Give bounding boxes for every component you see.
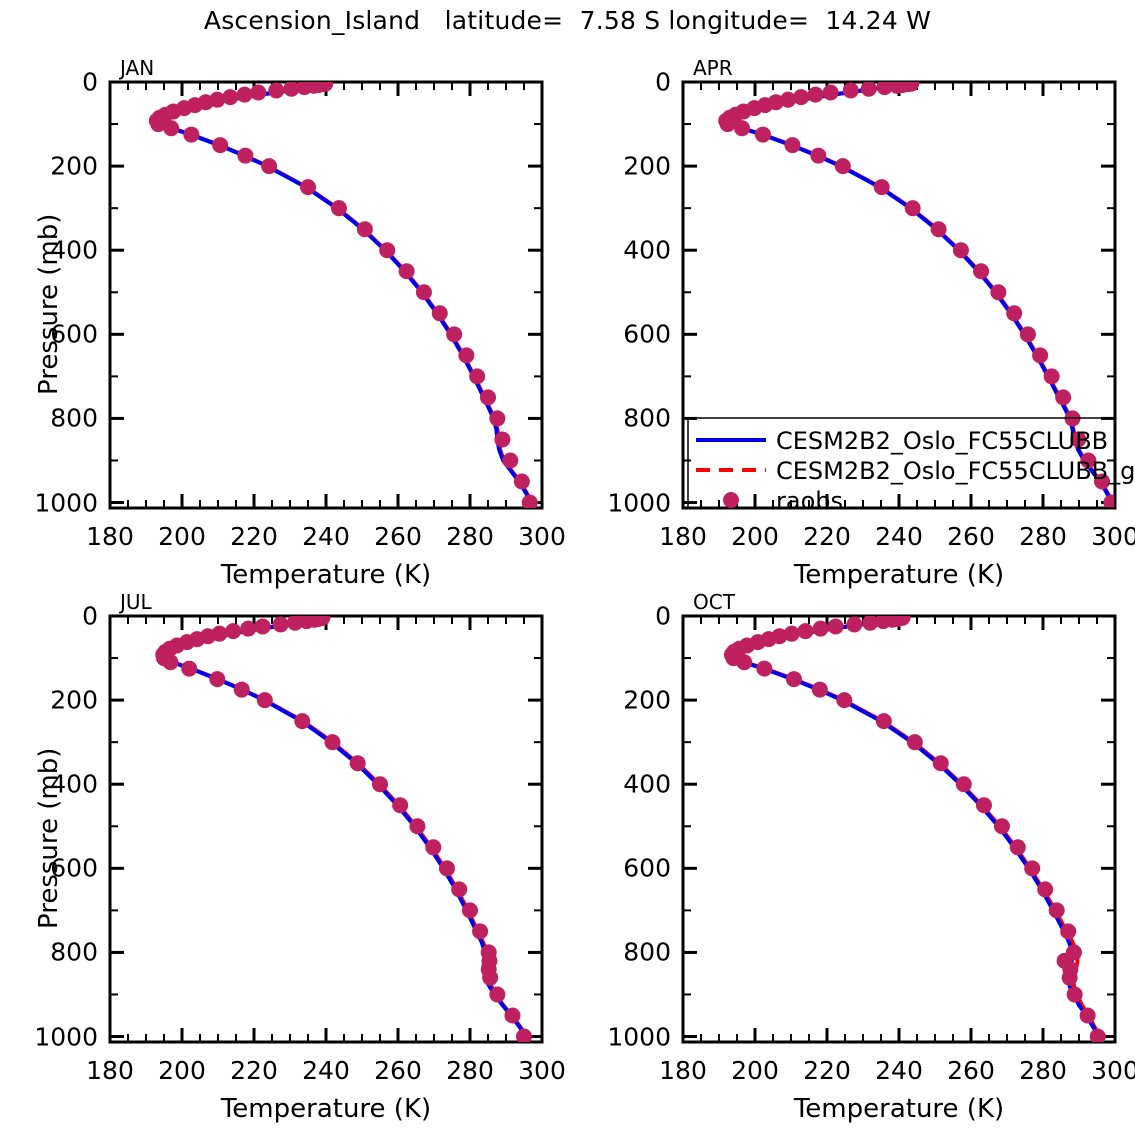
y-tick-label: 1000 <box>34 488 98 518</box>
y-tick-label: 0 <box>655 601 671 631</box>
x-tick-label: 280 <box>446 1056 494 1085</box>
x-tick-label: 280 <box>446 522 494 551</box>
y-tick-label: 1000 <box>34 1022 98 1052</box>
x-tick-label: 220 <box>230 1056 278 1085</box>
x-tick-label: 180 <box>86 1056 134 1085</box>
x-tick-label: 180 <box>659 522 707 551</box>
legend-marker-raobs <box>723 492 739 508</box>
y-tick-label: 800 <box>623 937 671 967</box>
x-tick-label: 220 <box>803 1056 851 1085</box>
x-tick-label: 300 <box>518 1056 566 1085</box>
y-tick-label: 400 <box>50 769 98 799</box>
x-tick-label: 240 <box>875 522 923 551</box>
x-tick-label: 260 <box>947 522 995 551</box>
x-tick-label: 300 <box>1091 1056 1135 1085</box>
y-tick-label: 600 <box>50 319 98 349</box>
y-tick-label: 800 <box>50 403 98 433</box>
x-tick-label: 280 <box>1019 522 1067 551</box>
x-axis-title: Temperature (K) <box>793 1094 1005 1124</box>
y-tick-label: 200 <box>50 151 98 181</box>
y-tick-label: 200 <box>623 685 671 715</box>
x-tick-label: 300 <box>518 522 566 551</box>
x-tick-label: 260 <box>374 1056 422 1085</box>
y-tick-label: 400 <box>623 769 671 799</box>
x-tick-label: 200 <box>731 522 779 551</box>
page-title: Ascension_Island latitude= 7.58 S longit… <box>203 6 932 35</box>
legend-label: raobs <box>776 487 843 515</box>
x-axis-title: Temperature (K) <box>220 1094 432 1124</box>
y-tick-label: 600 <box>623 319 671 349</box>
panel-label-apr: APR <box>693 56 733 80</box>
x-tick-label: 180 <box>659 1056 707 1085</box>
legend-box <box>687 417 1116 509</box>
panel-label-jan: JAN <box>120 56 155 80</box>
y-tick-label: 600 <box>50 853 98 883</box>
y-tick-label: 800 <box>623 403 671 433</box>
x-axis-title: Temperature (K) <box>220 560 432 590</box>
panel-label-jul: JUL <box>120 590 152 614</box>
x-tick-label: 300 <box>1091 522 1135 551</box>
x-tick-label: 240 <box>302 1056 350 1085</box>
y-tick-label: 1000 <box>607 488 671 518</box>
x-tick-label: 260 <box>374 522 422 551</box>
x-tick-label: 240 <box>302 522 350 551</box>
panel-label-oct: OCT <box>693 590 735 614</box>
y-tick-label: 400 <box>623 235 671 265</box>
x-tick-label: 240 <box>875 1056 923 1085</box>
x-tick-label: 200 <box>158 1056 206 1085</box>
y-tick-label: 200 <box>623 151 671 181</box>
y-tick-label: 1000 <box>607 1022 671 1052</box>
y-tick-label: 800 <box>50 937 98 967</box>
y-tick-label: 0 <box>655 67 671 97</box>
x-tick-label: 200 <box>731 1056 779 1085</box>
y-tick-label: 0 <box>82 601 98 631</box>
y-tick-label: 400 <box>50 235 98 265</box>
y-tick-label: 0 <box>82 67 98 97</box>
x-tick-label: 220 <box>803 522 851 551</box>
y-tick-label: 600 <box>623 853 671 883</box>
x-tick-label: 260 <box>947 1056 995 1085</box>
x-tick-label: 220 <box>230 522 278 551</box>
x-tick-label: 200 <box>158 522 206 551</box>
x-tick-label: 280 <box>1019 1056 1067 1085</box>
legend-label: CESM2B2_Oslo_FC55CLUBB <box>776 427 1108 455</box>
legend-label: CESM2B2_Oslo_FC55CLUBB_gdm <box>776 457 1135 485</box>
x-axis-title: Temperature (K) <box>793 560 1005 590</box>
y-tick-label: 200 <box>50 685 98 715</box>
x-tick-label: 180 <box>86 522 134 551</box>
